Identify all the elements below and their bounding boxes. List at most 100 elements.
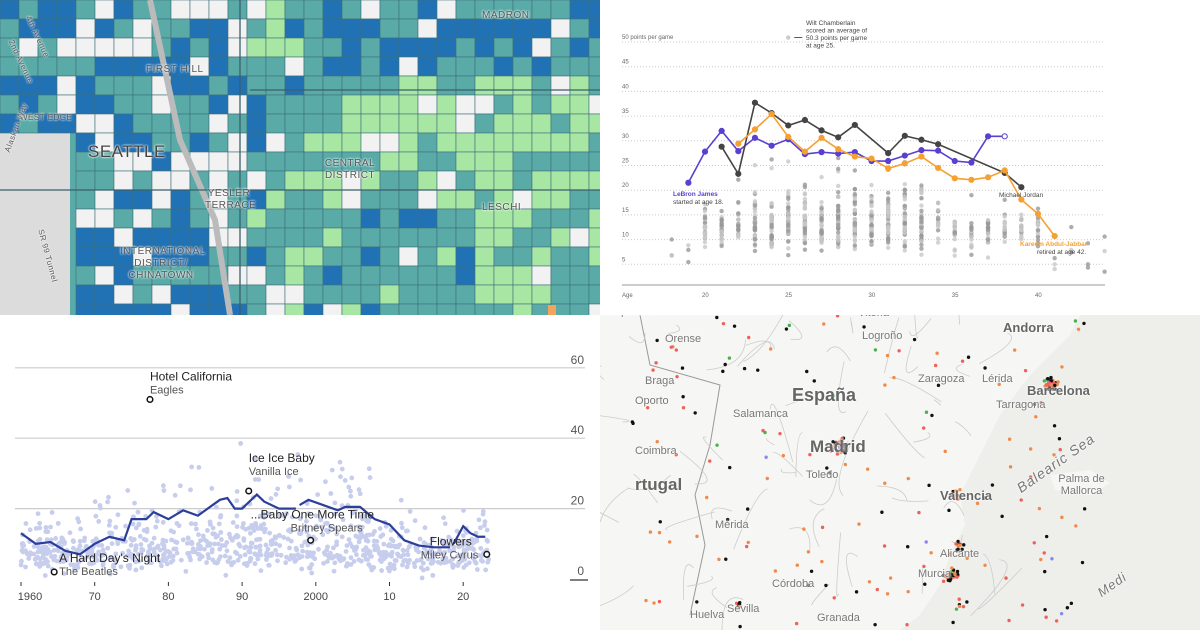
player-season-dot [885, 190, 891, 196]
data-dot [875, 587, 880, 592]
data-dot [717, 557, 721, 562]
song-dot [23, 564, 28, 570]
y-tick-label: 50 points per game [622, 35, 674, 41]
song-dot [320, 532, 326, 538]
city-block [37, 75, 58, 96]
city-block [493, 303, 514, 315]
data-dot [1049, 383, 1053, 387]
player-season-dot [836, 216, 841, 221]
song-dot [218, 554, 223, 560]
series-point [918, 136, 925, 143]
song-dot [93, 555, 98, 560]
city-block [550, 132, 571, 153]
city-block [360, 303, 381, 315]
road [838, 361, 847, 414]
city-block [379, 94, 400, 115]
song-dot [257, 550, 263, 556]
road [836, 532, 842, 597]
spain-dot-map[interactable]: Compostela Orense Braga Oporto Coimbra rtugal… [600, 315, 1200, 630]
player-season-dot [902, 187, 907, 192]
road [780, 468, 796, 474]
data-dot [888, 576, 893, 580]
city-block [436, 303, 457, 315]
song-dot [128, 542, 134, 548]
series-point [851, 153, 858, 160]
city-block [360, 18, 381, 39]
song-dot [400, 547, 406, 553]
song-dot [442, 549, 448, 555]
song-dot [304, 549, 310, 555]
player-season-dot [919, 196, 924, 201]
song-dot [212, 541, 217, 547]
song-dot [351, 559, 357, 564]
player-season-dot [985, 224, 991, 230]
player-season-dot [786, 207, 791, 212]
city-block [151, 113, 172, 134]
song-dot [55, 548, 61, 554]
player-season-dot [702, 214, 708, 219]
city-block [303, 56, 324, 77]
city-block [189, 284, 210, 305]
data-dot [727, 356, 732, 360]
song-dot [206, 555, 211, 561]
city-block [588, 94, 600, 115]
song-dot [325, 544, 330, 550]
data-dot [1049, 379, 1054, 383]
place-label-coimbra: Coimbra [635, 445, 677, 457]
city-block [132, 18, 153, 39]
data-dot [761, 428, 765, 433]
seattle-choropleth-map[interactable]: SEATTLE FIRST HILL WEST EDGE CENTRAL DIS… [0, 0, 600, 315]
city-block [550, 56, 571, 77]
road [921, 568, 924, 594]
song-dot [160, 483, 166, 489]
city-block [493, 37, 514, 58]
city-block [303, 284, 324, 305]
song-dot [371, 565, 377, 570]
data-dot [824, 583, 828, 588]
city-block [322, 246, 343, 267]
y-tick-label: 5 [622, 257, 626, 263]
x-tick-label: 70 [89, 591, 101, 603]
city-block [474, 227, 495, 248]
data-dot [732, 324, 737, 328]
song-dot [325, 553, 331, 559]
player-season-dot [935, 224, 941, 229]
player-season-dot [852, 246, 858, 252]
city-block [303, 94, 324, 115]
data-dot [828, 444, 833, 449]
city-block [75, 284, 96, 305]
city-block [550, 18, 571, 39]
road [745, 340, 772, 349]
city-block [322, 18, 343, 39]
data-dot [1060, 515, 1064, 520]
song-dot [292, 559, 298, 564]
city-block [398, 94, 419, 115]
highlighted-song-point [146, 395, 154, 404]
city-block [246, 56, 267, 77]
city-block [94, 113, 115, 134]
city-block [588, 265, 600, 286]
city-block [436, 75, 457, 96]
song-dot [353, 533, 359, 539]
city-block [113, 284, 134, 305]
y-tick-label: 10 [622, 233, 629, 239]
city-block [341, 113, 362, 134]
song-artist: Vanilla Ice [249, 466, 299, 478]
song-dot [253, 456, 258, 462]
data-dot [947, 508, 951, 513]
city-block [170, 170, 191, 191]
city-block [436, 132, 457, 153]
song-dot [263, 552, 269, 558]
series-point [984, 174, 992, 181]
city-block [75, 265, 96, 286]
city-block [550, 94, 571, 115]
city-block [227, 75, 248, 96]
city-block [417, 56, 438, 77]
player-season-dot [852, 202, 858, 207]
song-dot [463, 562, 469, 568]
city-block [360, 0, 381, 20]
data-dot [912, 337, 917, 342]
city-block [113, 227, 134, 248]
city-block [379, 56, 400, 77]
song-dot [113, 559, 119, 564]
